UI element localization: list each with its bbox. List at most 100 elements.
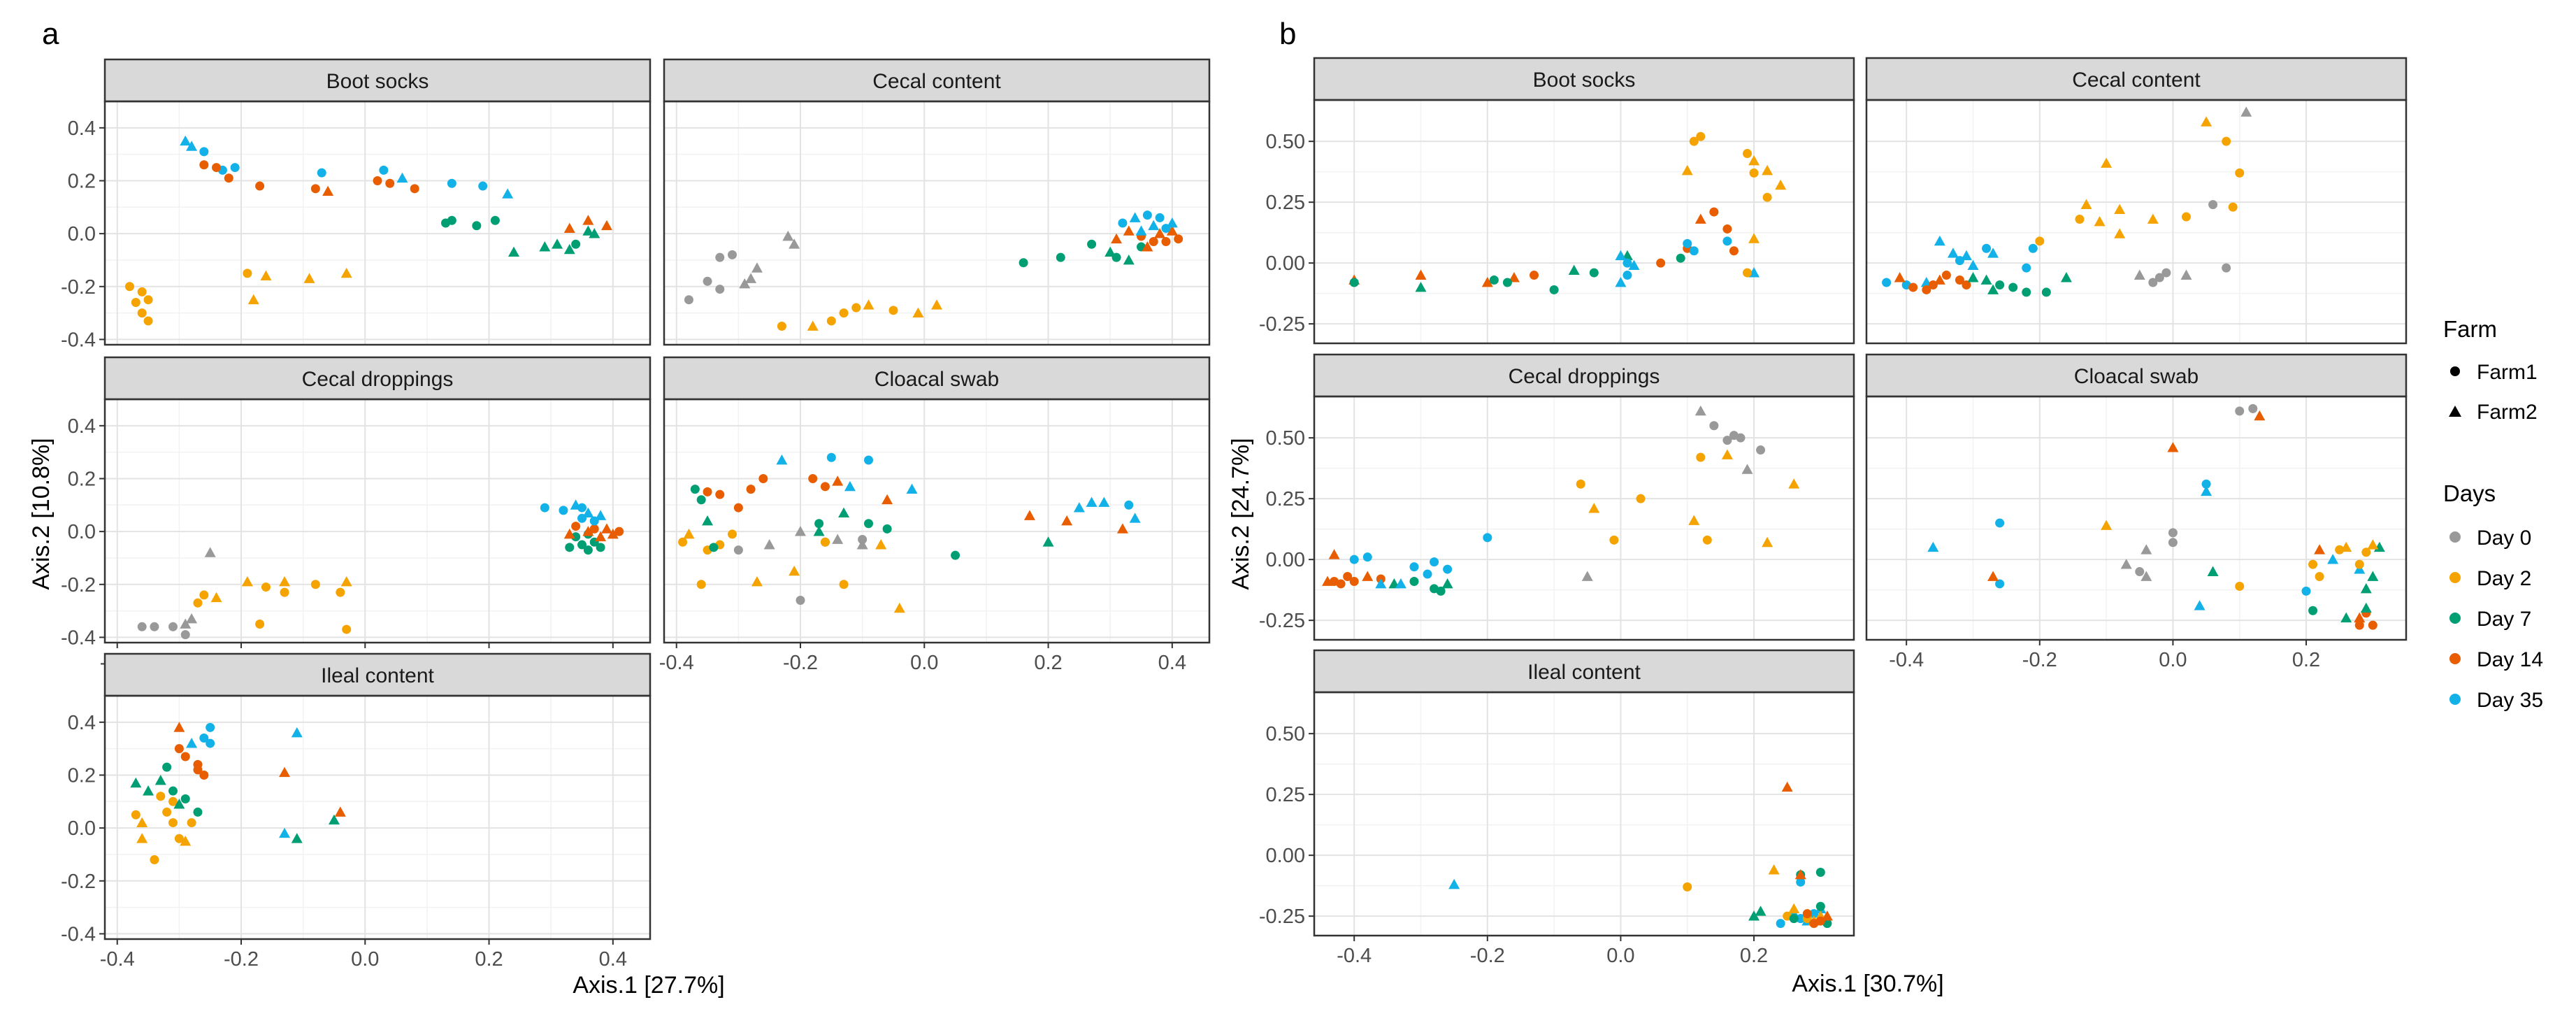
x-tick-label: -0.4 bbox=[1889, 649, 1924, 671]
panel-a-chart: Boot socks -0.4 -0.2 0.0 0.2 0.4 Cecal content… bbox=[61, 58, 1211, 971]
data-point-farm2 bbox=[595, 510, 607, 520]
data-point-farm1 bbox=[1702, 535, 1712, 545]
data-point-farm1 bbox=[2135, 567, 2145, 577]
data-point-farm1 bbox=[571, 532, 581, 542]
data-point-farm1 bbox=[1087, 239, 1097, 249]
data-point-farm1 bbox=[559, 506, 568, 515]
data-point-farm1 bbox=[206, 722, 215, 732]
data-point-farm2 bbox=[2080, 199, 2092, 210]
data-point-farm2 bbox=[1086, 496, 1098, 507]
data-point-farm1 bbox=[280, 587, 289, 597]
data-point-farm2 bbox=[882, 494, 893, 505]
facet-border bbox=[1865, 395, 2408, 641]
data-point-farm1 bbox=[168, 786, 178, 796]
data-point-farm1 bbox=[1489, 276, 1499, 285]
y-tick-label: 0.4 bbox=[68, 117, 96, 140]
legend-day0-symbol bbox=[2449, 531, 2461, 543]
data-point-farm2 bbox=[2120, 559, 2132, 569]
data-point-farm1 bbox=[715, 252, 725, 262]
data-point-farm1 bbox=[342, 624, 352, 634]
data-point-farm1 bbox=[684, 295, 693, 305]
data-point-farm1 bbox=[168, 796, 178, 806]
data-point-farm1 bbox=[808, 473, 818, 483]
data-point-farm2 bbox=[582, 215, 594, 225]
data-point-farm2 bbox=[210, 592, 222, 603]
data-point-farm1 bbox=[728, 250, 737, 259]
data-point-farm2 bbox=[2254, 410, 2266, 421]
data-point-farm1 bbox=[447, 215, 456, 225]
data-point-farm1 bbox=[820, 537, 830, 547]
data-point-farm1 bbox=[1576, 479, 1585, 489]
data-point-farm2 bbox=[2240, 106, 2252, 117]
facet-title: Cecal content bbox=[872, 70, 1001, 93]
panel-b-y-axis-title: Axis.2 [24.7%] bbox=[1228, 438, 1254, 589]
data-point-farm1 bbox=[410, 184, 419, 194]
data-point-farm1 bbox=[1676, 253, 1685, 263]
data-point-farm1 bbox=[1483, 533, 1492, 543]
data-point-farm1 bbox=[746, 485, 756, 494]
data-point-farm1 bbox=[336, 587, 345, 597]
data-point-farm1 bbox=[310, 580, 320, 589]
data-point-farm1 bbox=[2368, 620, 2377, 630]
data-point-farm2 bbox=[2194, 600, 2206, 610]
data-point-farm1 bbox=[224, 173, 233, 183]
data-point-farm2 bbox=[2101, 157, 2113, 168]
data-point-farm1 bbox=[814, 519, 824, 529]
data-point-farm1 bbox=[199, 734, 209, 743]
x-tick-label: 0.0 bbox=[351, 948, 379, 971]
facet-plot-area bbox=[105, 696, 650, 939]
data-point-farm1 bbox=[951, 550, 960, 560]
y-tick-label: 0.25 bbox=[1266, 784, 1305, 806]
legend-day7-symbol bbox=[2449, 613, 2461, 624]
data-point-farm1 bbox=[1174, 234, 1183, 244]
data-point-farm1 bbox=[180, 794, 190, 804]
data-point-farm2 bbox=[279, 827, 291, 838]
legend-farm-title: Farm bbox=[2443, 316, 2497, 342]
data-point-farm1 bbox=[199, 590, 209, 600]
data-point-farm1 bbox=[2222, 263, 2231, 273]
data-point-farm1 bbox=[373, 176, 382, 185]
data-point-farm2 bbox=[2340, 612, 2352, 623]
data-point-farm2 bbox=[1129, 212, 1141, 222]
data-point-farm1 bbox=[1349, 278, 1359, 287]
y-tick-label: -0.25 bbox=[1259, 313, 1305, 336]
facet-title: Boot socks bbox=[326, 70, 429, 93]
data-point-farm2 bbox=[906, 483, 918, 494]
y-tick-label: 0.4 bbox=[68, 415, 96, 438]
data-point-farm2 bbox=[1762, 536, 1773, 548]
panel-a-y-axis-title: Axis.2 [10.8%] bbox=[28, 438, 55, 589]
data-point-farm1 bbox=[2354, 559, 2364, 569]
y-tick-label: 0.2 bbox=[68, 764, 96, 787]
data-point-farm2 bbox=[130, 777, 142, 788]
x-tick-label: 0.2 bbox=[475, 948, 503, 971]
facet-plot-area bbox=[664, 399, 1209, 643]
y-tick-label: 0.2 bbox=[68, 468, 96, 490]
data-point-farm1 bbox=[1995, 280, 2005, 289]
facet-strip bbox=[103, 356, 652, 401]
data-point-farm2 bbox=[508, 246, 519, 257]
facet-border bbox=[663, 398, 1211, 644]
data-point-farm1 bbox=[1149, 236, 1158, 246]
data-point-farm1 bbox=[678, 537, 688, 547]
data-point-farm1 bbox=[690, 485, 700, 494]
data-point-farm2 bbox=[204, 547, 216, 557]
y-tick-label: 0.00 bbox=[1266, 845, 1305, 867]
data-point-farm2 bbox=[1748, 910, 1760, 921]
facet-b-3: Cloacal swab -0.4 -0.2 0.0 0.2 bbox=[1865, 353, 2408, 671]
data-point-farm2 bbox=[582, 507, 594, 518]
data-point-farm2 bbox=[607, 528, 619, 539]
data-point-farm2 bbox=[552, 238, 563, 249]
data-point-farm2 bbox=[1375, 578, 1387, 589]
data-point-farm2 bbox=[1148, 220, 1160, 231]
data-point-farm2 bbox=[1061, 515, 1073, 526]
data-point-farm1 bbox=[2201, 479, 2211, 489]
data-point-farm1 bbox=[864, 519, 873, 529]
data-point-farm1 bbox=[180, 752, 190, 761]
data-point-farm1 bbox=[1636, 494, 1646, 503]
data-point-farm2 bbox=[1481, 277, 1493, 287]
data-point-farm2 bbox=[2201, 485, 2212, 496]
data-point-farm2 bbox=[1129, 513, 1141, 523]
data-point-farm1 bbox=[199, 770, 209, 780]
y-tick-label: 0.50 bbox=[1266, 723, 1305, 745]
y-tick-label: 0.25 bbox=[1266, 488, 1305, 510]
